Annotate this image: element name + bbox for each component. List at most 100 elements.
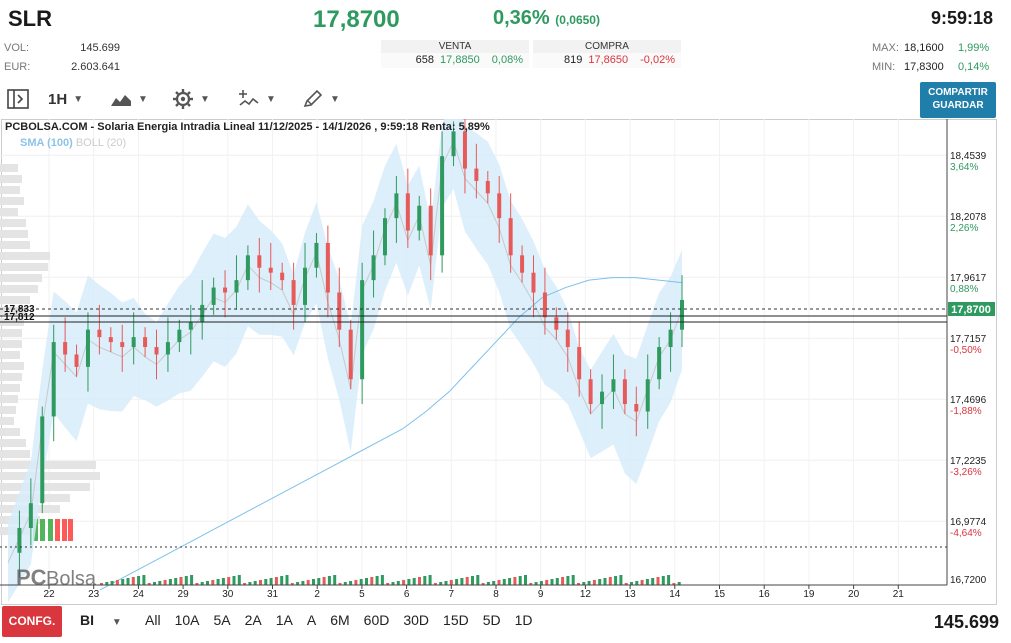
volume-bar bbox=[439, 582, 443, 585]
volume-bar bbox=[444, 581, 448, 585]
profile-bar bbox=[0, 164, 18, 172]
volume-bar bbox=[645, 579, 649, 585]
share-save-button[interactable]: COMPARTIR GUARDAR bbox=[920, 82, 996, 118]
max-label: MAX: bbox=[872, 42, 899, 54]
drawing-tools-dropdown[interactable]: ▼ bbox=[302, 88, 340, 110]
candle-body bbox=[120, 342, 125, 348]
volume-bar bbox=[327, 576, 331, 585]
volume-bar bbox=[555, 578, 559, 585]
volume-bar bbox=[592, 580, 596, 585]
y-tick-label: 18,2078 bbox=[950, 212, 987, 223]
candle-body bbox=[17, 527, 22, 553]
eur-label: EUR: bbox=[4, 61, 31, 73]
profile-bar bbox=[0, 483, 90, 491]
candles bbox=[17, 119, 684, 578]
x-tick-label: 19 bbox=[803, 589, 815, 600]
candle-body bbox=[485, 180, 490, 194]
volume-bar bbox=[190, 575, 194, 585]
volume-bar bbox=[232, 576, 236, 585]
mode-dropdown[interactable]: BI ▼ bbox=[80, 612, 122, 628]
candle-body bbox=[268, 267, 273, 273]
volume-bar bbox=[147, 583, 151, 585]
y-tick-pct: -4,64% bbox=[950, 528, 982, 539]
candle-body bbox=[417, 205, 422, 231]
range-30d[interactable]: 30D bbox=[403, 612, 430, 628]
min-label: MIN: bbox=[872, 61, 896, 73]
volume-bar bbox=[354, 580, 358, 585]
x-tick-label: 7 bbox=[449, 589, 455, 600]
range-a[interactable]: A bbox=[306, 612, 317, 628]
volume-bar bbox=[343, 582, 347, 585]
range-all[interactable]: All bbox=[145, 612, 161, 628]
volume-bar bbox=[142, 575, 146, 585]
candle-body bbox=[314, 242, 319, 268]
x-tick-label: 20 bbox=[848, 589, 860, 600]
volume-bar bbox=[518, 576, 522, 585]
profile-bar bbox=[0, 296, 30, 304]
range-1d[interactable]: 1D bbox=[514, 612, 533, 628]
candle-body bbox=[428, 205, 433, 256]
chevron-down-icon: ▼ bbox=[138, 93, 148, 105]
candle-body bbox=[108, 337, 113, 343]
profile-highlight bbox=[68, 519, 73, 541]
profile-bar bbox=[0, 373, 22, 381]
indicators-dropdown[interactable]: ▼ bbox=[238, 88, 276, 110]
volume-bar bbox=[428, 575, 432, 585]
candle-body bbox=[28, 503, 33, 528]
range-15d[interactable]: 15D bbox=[443, 612, 469, 628]
profile-bar bbox=[0, 329, 22, 337]
profile-bar bbox=[0, 230, 28, 238]
save-label: GUARDAR bbox=[932, 100, 984, 111]
range-5a[interactable]: 5A bbox=[213, 612, 231, 628]
volume-bar bbox=[661, 576, 665, 585]
y-tick-label: 17,4696 bbox=[950, 395, 987, 406]
volume-bar bbox=[349, 581, 353, 585]
candle-body bbox=[634, 404, 639, 412]
config-button[interactable]: CONFG. bbox=[2, 606, 62, 637]
candle-body bbox=[577, 347, 582, 380]
interval-dropdown[interactable]: 1H ▼ bbox=[48, 88, 83, 110]
volume-bar bbox=[497, 580, 501, 585]
candle-body bbox=[440, 156, 445, 256]
range-1a[interactable]: 1A bbox=[275, 612, 293, 628]
chart-type-dropdown[interactable]: ▼ bbox=[110, 88, 148, 110]
profile-bar bbox=[0, 340, 22, 348]
volume-bar bbox=[259, 580, 262, 585]
watermark-bolsa: Bolsa bbox=[46, 568, 97, 590]
chevron-down-icon: ▼ bbox=[73, 93, 84, 105]
volume-bar bbox=[524, 575, 527, 585]
sma-line bbox=[99, 277, 683, 591]
volume-bar bbox=[656, 577, 660, 585]
volume-bar bbox=[243, 583, 247, 585]
volume-bar bbox=[619, 575, 623, 585]
candle-body bbox=[223, 287, 228, 293]
volume-bar bbox=[110, 581, 114, 585]
volume-bar bbox=[370, 577, 374, 585]
profile-bar bbox=[0, 252, 50, 260]
volume-bar bbox=[502, 579, 506, 585]
candle-body bbox=[394, 193, 399, 219]
volume-bar bbox=[179, 577, 183, 585]
volume-bar bbox=[651, 578, 655, 585]
profile-bar bbox=[0, 384, 20, 392]
volume-bar bbox=[322, 577, 326, 585]
volume-bar bbox=[216, 579, 220, 585]
settings-dropdown[interactable]: ▼ bbox=[172, 88, 210, 110]
range-5d[interactable]: 5D bbox=[482, 612, 501, 628]
candle-body bbox=[211, 287, 216, 305]
range-6m[interactable]: 6M bbox=[330, 612, 350, 628]
x-tick-label: 31 bbox=[267, 589, 279, 600]
x-tick-label: 16 bbox=[759, 589, 771, 600]
candle-body bbox=[645, 379, 650, 412]
toggle-sidebar-button[interactable] bbox=[6, 88, 30, 110]
range-2a[interactable]: 2A bbox=[244, 612, 262, 628]
profile-bar bbox=[0, 186, 20, 194]
min-value: 17,8300 bbox=[904, 61, 944, 73]
volume-bar bbox=[603, 578, 607, 585]
range-60d[interactable]: 60D bbox=[363, 612, 390, 628]
x-tick-label: 9 bbox=[538, 589, 544, 600]
candle-body bbox=[348, 329, 353, 380]
range-10a[interactable]: 10A bbox=[174, 612, 200, 628]
volume-bar bbox=[115, 580, 119, 585]
